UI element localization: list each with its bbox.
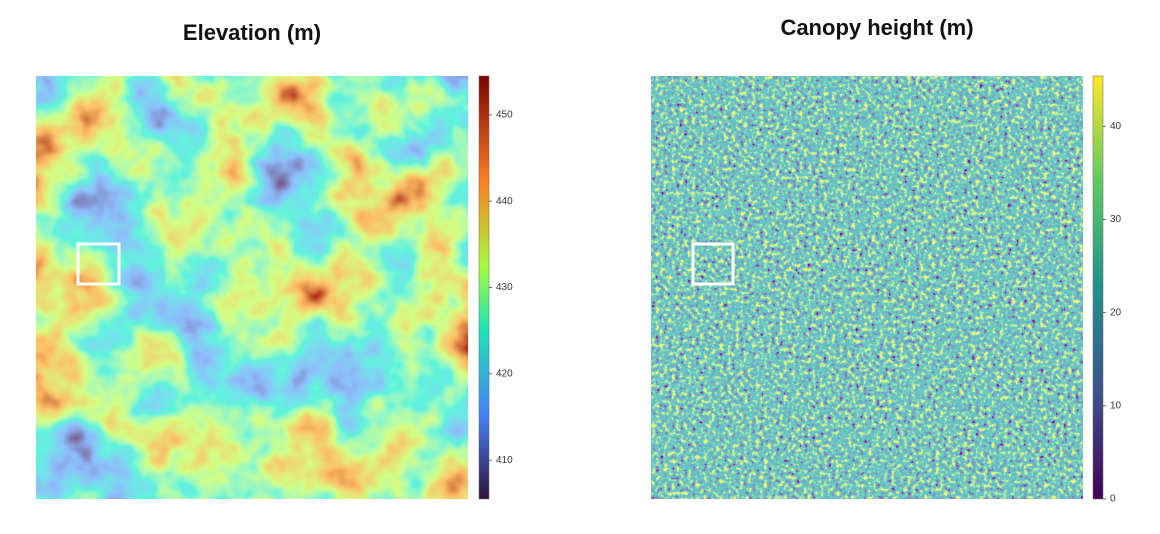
tick-label: 20 [1110, 307, 1122, 318]
canopy-raster [651, 76, 1083, 499]
elevation-panel: Elevation (m) [36, 20, 490, 500]
elevation-raster [36, 76, 468, 499]
tick-label: 440 [496, 196, 513, 207]
tick-label: 410 [496, 455, 513, 466]
colorbar [1092, 75, 1104, 500]
tick-label: 430 [496, 282, 513, 293]
tick-label: 40 [1110, 121, 1122, 132]
canopy-panel: Canopy height (m) [651, 15, 1104, 500]
panel-title: Canopy height (m) [780, 15, 973, 40]
highlight-box [691, 242, 735, 286]
colorbar [478, 75, 490, 500]
tick-label: 450 [496, 109, 513, 120]
tick-label: 10 [1110, 400, 1122, 411]
panel-title: Elevation (m) [183, 20, 321, 45]
tick-label: 420 [496, 368, 513, 379]
tick-label: 0 [1110, 494, 1116, 505]
highlight-box [76, 242, 121, 286]
tick-label: 30 [1110, 214, 1122, 225]
